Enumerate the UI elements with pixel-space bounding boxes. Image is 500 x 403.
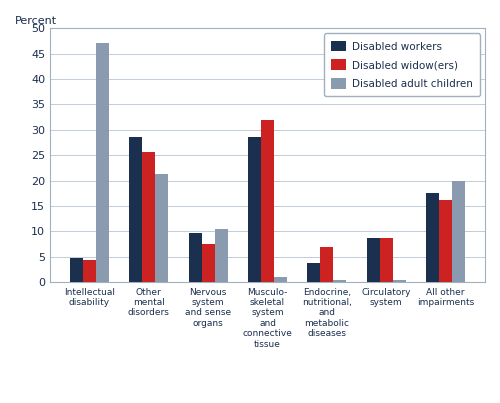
Legend: Disabled workers, Disabled widow(ers), Disabled adult children: Disabled workers, Disabled widow(ers), D… [324,33,480,96]
Bar [274,277,287,282]
Bar [439,200,452,282]
Bar [188,233,202,282]
Bar [452,181,465,282]
Bar [393,280,406,282]
Bar [308,263,320,282]
Bar [261,120,274,282]
Bar [96,44,109,282]
Bar [380,238,393,282]
Bar [83,260,96,282]
Bar [142,152,156,282]
Bar [248,137,261,282]
Bar [426,193,439,282]
Bar [366,238,380,282]
Bar [334,280,346,282]
Bar [214,229,228,282]
Bar [70,258,83,282]
Bar [320,247,334,282]
Bar [202,243,214,282]
Bar [129,137,142,282]
Text: Percent: Percent [15,16,58,26]
Bar [156,174,168,282]
